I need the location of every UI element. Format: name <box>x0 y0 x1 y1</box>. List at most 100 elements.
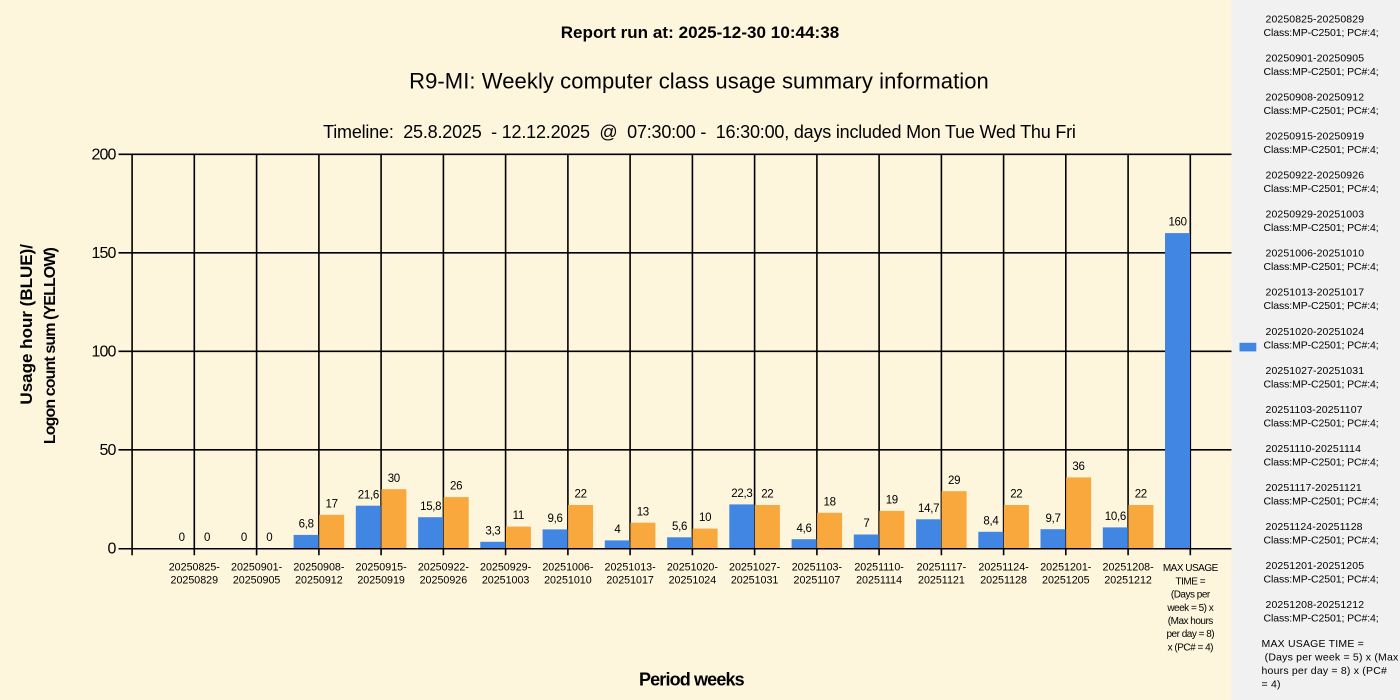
svg-text:week = 5) x: week = 5) x <box>1166 603 1213 614</box>
svg-text:10: 10 <box>699 512 711 524</box>
svg-text:19: 19 <box>886 495 898 507</box>
svg-text:Usage hour (BLUE)/: Usage hour (BLUE)/ <box>17 244 36 405</box>
svg-text:20250926: 20250926 <box>420 575 468 587</box>
svg-text:20251212: 20251212 <box>1104 575 1152 587</box>
svg-text:50: 50 <box>100 442 117 459</box>
svg-text:20251117-20251121: 20251117-20251121 <box>1266 482 1362 494</box>
svg-text:100: 100 <box>92 344 117 361</box>
svg-text:20251017: 20251017 <box>606 575 654 587</box>
svg-text:14,7: 14,7 <box>918 503 939 515</box>
svg-text:20251117-: 20251117- <box>917 562 967 574</box>
svg-text:20250908-: 20250908- <box>293 562 345 574</box>
svg-text:20251124-20251128: 20251124-20251128 <box>1266 521 1363 533</box>
svg-text:20250901-20250905: 20250901-20250905 <box>1266 52 1365 64</box>
svg-text:10,6: 10,6 <box>1105 511 1126 523</box>
svg-text:Class:MP-C2501; PC#:4;: Class:MP-C2501; PC#:4; <box>1264 300 1379 312</box>
svg-text:20251124-: 20251124- <box>978 562 1029 574</box>
svg-text:18: 18 <box>823 496 835 508</box>
svg-text:0: 0 <box>108 541 117 558</box>
svg-text:20251121: 20251121 <box>918 575 965 587</box>
svg-text:20251020-: 20251020- <box>667 562 719 574</box>
svg-text:20251205: 20251205 <box>1042 575 1090 587</box>
svg-text:Class:MP-C2501; PC#:4;: Class:MP-C2501; PC#:4; <box>1264 27 1379 39</box>
svg-text:20251103-: 20251103- <box>792 562 843 574</box>
svg-text:9,7: 9,7 <box>1046 513 1061 525</box>
svg-text:MAX USAGE: MAX USAGE <box>1163 563 1219 574</box>
svg-text:6,8: 6,8 <box>299 519 314 531</box>
svg-text:Class:MP-C2501; PC#:4;: Class:MP-C2501; PC#:4; <box>1264 535 1379 547</box>
svg-text:0: 0 <box>204 532 210 544</box>
svg-text:26: 26 <box>450 481 462 493</box>
svg-text:R9-MI: Weekly computer class u: R9-MI: Weekly computer class usage summa… <box>409 68 989 93</box>
svg-text:Class:MP-C2501; PC#:4;: Class:MP-C2501; PC#:4; <box>1264 66 1379 78</box>
svg-text:22: 22 <box>761 489 773 501</box>
svg-text:20250908-20250912: 20250908-20250912 <box>1266 92 1365 104</box>
svg-text:3,3: 3,3 <box>485 525 500 537</box>
svg-text:20250912: 20250912 <box>295 575 343 587</box>
svg-text:29: 29 <box>948 475 960 487</box>
svg-text:20251103-20251107: 20251103-20251107 <box>1266 404 1363 416</box>
svg-text:20250922-20250926: 20250922-20250926 <box>1266 170 1365 182</box>
svg-text:Logon count sum (YELLOW): Logon count sum (YELLOW) <box>42 247 59 444</box>
svg-text:20250915-20250919: 20250915-20250919 <box>1266 131 1365 143</box>
svg-text:(Days per week = 5) x (Max: (Days per week = 5) x (Max <box>1262 652 1400 664</box>
svg-text:22: 22 <box>1010 489 1022 501</box>
svg-text:0: 0 <box>241 532 247 544</box>
svg-text:7: 7 <box>863 518 869 530</box>
svg-text:20251107: 20251107 <box>794 575 841 587</box>
svg-text:Class:MP-C2501; PC#:4;: Class:MP-C2501; PC#:4; <box>1264 144 1379 156</box>
svg-text:20251013-: 20251013- <box>605 562 657 574</box>
svg-text:Class:MP-C2501; PC#:4;: Class:MP-C2501; PC#:4; <box>1264 261 1379 273</box>
svg-text:x (PC# = 4): x (PC# = 4) <box>1168 642 1214 653</box>
svg-text:160: 160 <box>1168 217 1186 229</box>
svg-text:Class:MP-C2501; PC#:4;: Class:MP-C2501; PC#:4; <box>1264 378 1379 390</box>
svg-text:15,8: 15,8 <box>420 501 441 513</box>
svg-text:20250929-: 20250929- <box>480 562 532 574</box>
svg-text:20251027-: 20251027- <box>729 562 781 574</box>
svg-text:17: 17 <box>325 498 337 510</box>
svg-text:Class:MP-C2501; PC#:4;: Class:MP-C2501; PC#:4; <box>1264 417 1379 429</box>
svg-text:20251201-: 20251201- <box>1040 562 1092 574</box>
svg-text:4,6: 4,6 <box>797 523 812 535</box>
svg-text:20251110-20251114: 20251110-20251114 <box>1266 443 1362 455</box>
svg-text:20250901-: 20250901- <box>231 562 283 574</box>
svg-text:20250905: 20250905 <box>233 575 281 587</box>
svg-text:20251110-: 20251110- <box>854 562 904 574</box>
svg-text:8,4: 8,4 <box>983 515 999 527</box>
svg-text:20251010: 20251010 <box>544 575 592 587</box>
svg-text:9,6: 9,6 <box>548 513 563 525</box>
svg-text:Class:MP-C2501; PC#:4;: Class:MP-C2501; PC#:4; <box>1264 222 1379 234</box>
svg-text:20251208-20251212: 20251208-20251212 <box>1266 599 1365 611</box>
svg-text:hours per day = 8) x (PC#: hours per day = 8) x (PC# <box>1262 665 1388 677</box>
svg-text:20251003: 20251003 <box>482 575 530 587</box>
svg-text:Class:MP-C2501; PC#:4;: Class:MP-C2501; PC#:4; <box>1264 105 1379 117</box>
svg-text:20250829: 20250829 <box>171 575 219 587</box>
svg-text:20251013-20251017: 20251013-20251017 <box>1266 287 1365 299</box>
svg-text:Timeline: 25.8.2025 - 12.12.: Timeline: 25.8.2025 - 12.12.2025 @ 07:30… <box>323 122 1076 142</box>
svg-text:20250825-20250829: 20250825-20250829 <box>1266 13 1365 25</box>
svg-text:20251006-: 20251006- <box>542 562 594 574</box>
svg-text:= 4): = 4) <box>1262 679 1281 691</box>
svg-text:30: 30 <box>388 473 400 485</box>
svg-text:4: 4 <box>614 524 621 536</box>
svg-text:Period weeks: Period weeks <box>639 670 745 690</box>
svg-text:5,6: 5,6 <box>672 521 687 533</box>
svg-text:20250929-20251003: 20250929-20251003 <box>1266 209 1365 221</box>
svg-text:20250919: 20250919 <box>357 575 405 587</box>
svg-text:TIME =: TIME = <box>1176 576 1206 587</box>
svg-text:20251006-20251010: 20251006-20251010 <box>1266 248 1365 260</box>
svg-text:150: 150 <box>92 245 117 262</box>
svg-text:Class:MP-C2501; PC#:4;: Class:MP-C2501; PC#:4; <box>1264 339 1379 351</box>
svg-text:20251024: 20251024 <box>669 575 717 587</box>
svg-text:0: 0 <box>179 532 185 544</box>
svg-text:20251027-20251031: 20251027-20251031 <box>1266 365 1365 377</box>
svg-text:Class:MP-C2501; PC#:4;: Class:MP-C2501; PC#:4; <box>1264 456 1379 468</box>
svg-text:(Max hours: (Max hours <box>1168 616 1214 627</box>
svg-text:22,3: 22,3 <box>731 488 752 500</box>
svg-text:Class:MP-C2501; PC#:4;: Class:MP-C2501; PC#:4; <box>1264 574 1379 586</box>
svg-text:Class:MP-C2501; PC#:4;: Class:MP-C2501; PC#:4; <box>1264 496 1379 508</box>
svg-text:20251031: 20251031 <box>731 575 779 587</box>
svg-text:36: 36 <box>1072 461 1084 473</box>
svg-text:Class:MP-C2501; PC#:4;: Class:MP-C2501; PC#:4; <box>1264 183 1379 195</box>
svg-text:20251114: 20251114 <box>856 575 902 587</box>
